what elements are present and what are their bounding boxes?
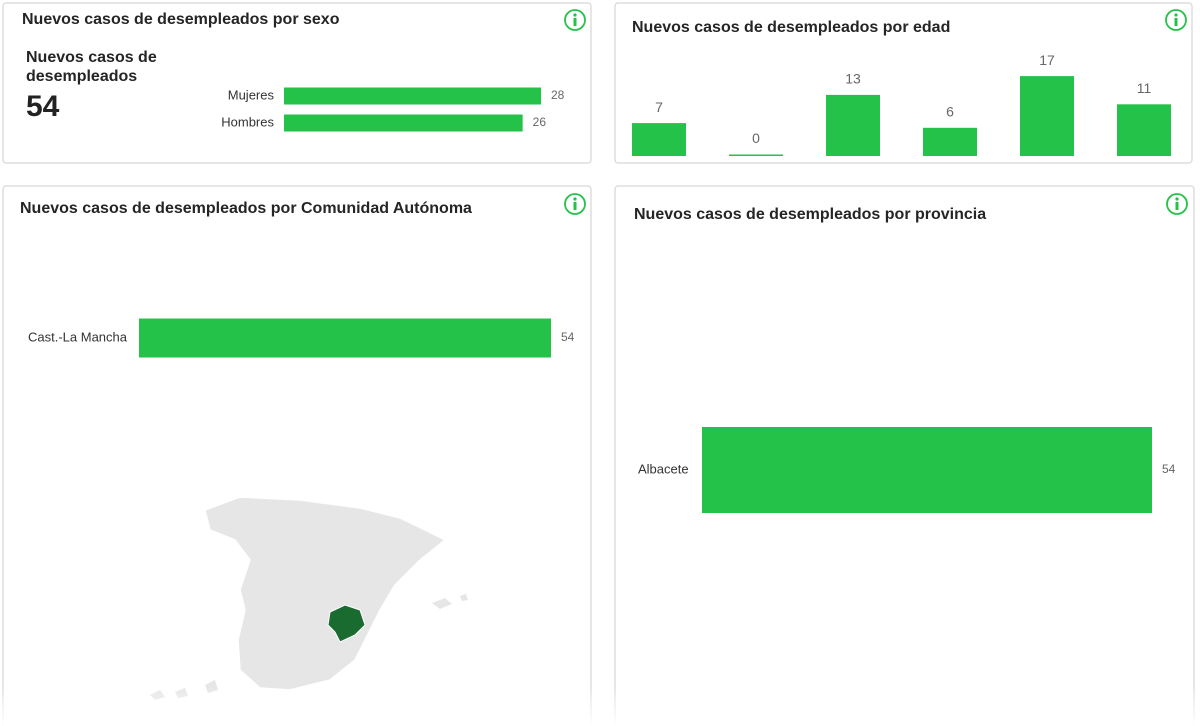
- value-label: 26: [533, 115, 547, 129]
- value-label: 17: [1039, 52, 1055, 68]
- bar: [1117, 104, 1171, 156]
- bar: [729, 154, 783, 156]
- chart-title: Nuevos casos de desempleados por edad: [632, 19, 950, 36]
- category-label: Hombres: [221, 114, 274, 129]
- info-icon[interactable]: [1166, 193, 1188, 215]
- value-label: 54: [561, 330, 575, 344]
- chart-title: Nuevos casos de desempleados por provinc…: [634, 206, 986, 223]
- kpi-value: 54: [26, 90, 60, 123]
- info-icon[interactable]: [564, 193, 586, 215]
- info-icon[interactable]: [1165, 9, 1187, 31]
- bar: [139, 318, 551, 358]
- chart-title: Nuevos casos de desempleados por sexo: [22, 11, 340, 28]
- kpi-label-line: desempleados: [26, 68, 137, 85]
- bar: [284, 114, 523, 132]
- kpi-label: Nuevos casos de desempleados: [26, 49, 161, 85]
- bar: [284, 87, 541, 105]
- value-label: 28: [551, 88, 565, 102]
- info-icon[interactable]: [564, 9, 586, 31]
- value-label: 13: [845, 71, 861, 87]
- bar: [1020, 76, 1074, 156]
- bar: [923, 127, 977, 156]
- value-label: 6: [946, 104, 954, 120]
- category-label: Mujeres: [228, 87, 275, 102]
- bar: [826, 94, 880, 156]
- fade: [0, 686, 1200, 726]
- value-label: 54: [1162, 462, 1176, 476]
- kpi-label-line: Nuevos casos de: [26, 49, 157, 66]
- value-label: 0: [752, 130, 760, 146]
- category-label: Albacete: [638, 461, 689, 476]
- chart-title: Nuevos casos de desempleados por Comunid…: [20, 200, 472, 217]
- value-label: 11: [1137, 80, 1152, 96]
- category-label: Cast.-La Mancha: [28, 329, 128, 344]
- bar: [702, 427, 1152, 513]
- value-label: 7: [655, 99, 663, 115]
- bar: [632, 123, 686, 156]
